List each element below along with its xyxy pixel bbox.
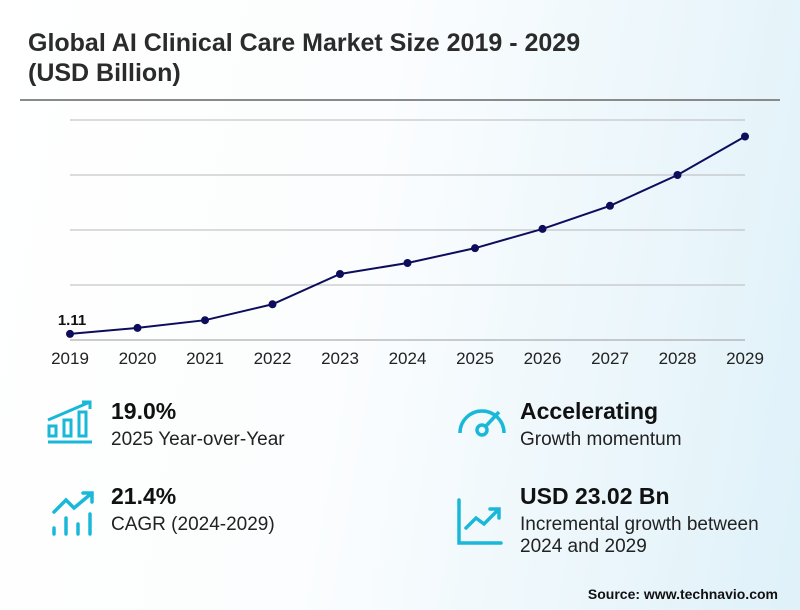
stat-cagr: 21.4% CAGR (2024-2029) bbox=[111, 483, 275, 536]
x-tick-label: 2025 bbox=[456, 349, 494, 368]
stat-value: USD 23.02 Bn bbox=[520, 483, 670, 509]
source-credit: Source: www.technavio.com bbox=[587, 586, 778, 602]
chart-title: Global AI Clinical Care Market Size 2019… bbox=[28, 29, 581, 87]
data-point bbox=[66, 329, 74, 338]
line-chart-icon bbox=[456, 498, 504, 551]
stat-label: Incremental growth between 2024 and 2029 bbox=[520, 514, 759, 557]
series-line bbox=[69, 135, 746, 335]
stat-incremental: USD 23.02 Bn Incremental growth between … bbox=[520, 483, 760, 558]
data-label: 1.11 bbox=[58, 312, 86, 329]
x-tick-label: 2024 bbox=[389, 349, 427, 368]
data-point bbox=[268, 300, 277, 309]
stat-yoy: 19.0% 2025 Year-over-Year bbox=[111, 398, 285, 451]
x-tick-label: 2027 bbox=[591, 349, 629, 368]
x-tick-label: 2029 bbox=[726, 349, 764, 368]
data-point bbox=[471, 244, 479, 253]
x-tick-label: 2021 bbox=[186, 349, 224, 368]
trend-bars-icon bbox=[52, 490, 98, 541]
data-point bbox=[538, 224, 547, 233]
gauge-icon bbox=[457, 406, 507, 445]
data-point bbox=[336, 270, 344, 278]
data-point bbox=[741, 132, 749, 141]
x-tick-label: 2022 bbox=[254, 349, 292, 368]
x-tick-label: 2019 bbox=[51, 349, 89, 368]
stat-value: 21.4% bbox=[111, 483, 177, 509]
stat-label: CAGR (2024-2029) bbox=[111, 514, 275, 535]
x-tick-label: 2028 bbox=[659, 349, 697, 368]
stat-value: 19.0% bbox=[111, 398, 177, 424]
x-tick-label: 2020 bbox=[119, 349, 157, 368]
title-divider bbox=[20, 99, 780, 101]
stat-value: Accelerating bbox=[520, 398, 659, 424]
data-point bbox=[673, 171, 682, 179]
stat-label: Growth momentum bbox=[520, 429, 682, 450]
x-tick-label: 2023 bbox=[321, 349, 359, 368]
data-point bbox=[606, 201, 614, 210]
line-chart: 2019 2020 2021 2022 2023 2024 2025 2026 2027 2028… bbox=[51, 119, 764, 368]
x-tick-label: 2026 bbox=[524, 349, 562, 368]
data-point bbox=[201, 316, 209, 325]
bar-chart-growth-icon bbox=[46, 400, 94, 451]
data-point bbox=[133, 323, 142, 332]
data-point bbox=[403, 259, 412, 267]
stat-label: 2025 Year-over-Year bbox=[111, 429, 285, 450]
stat-momentum: Accelerating Growth momentum bbox=[520, 398, 682, 451]
